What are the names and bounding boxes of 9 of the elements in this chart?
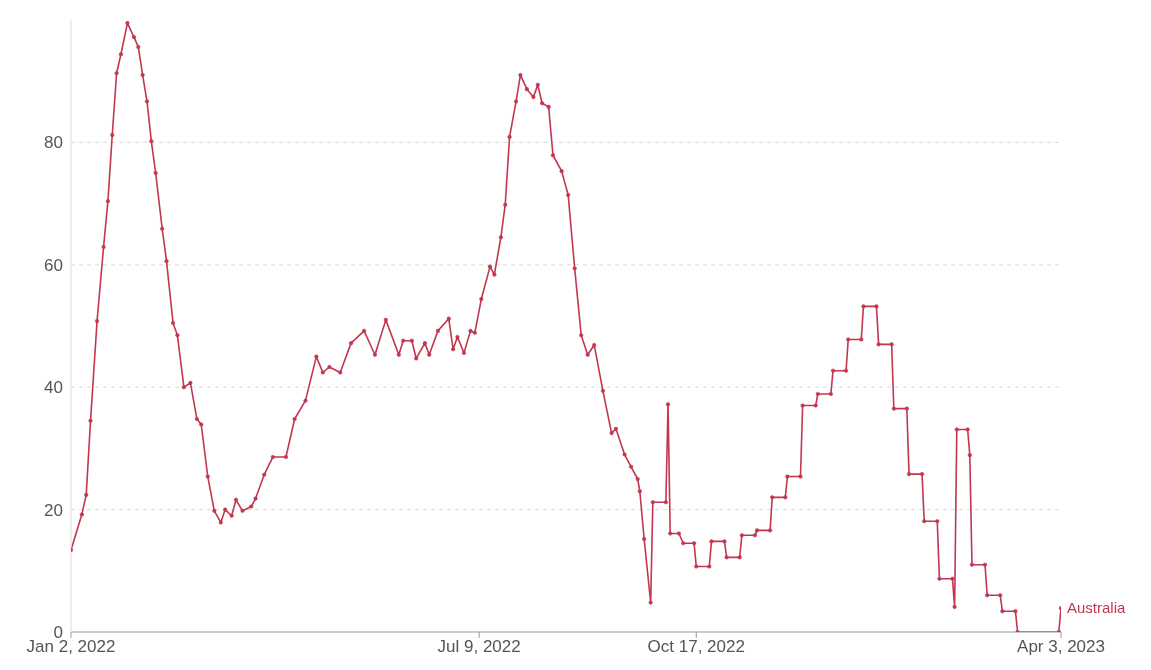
x-tick-label: Apr 3, 2023 [1017, 637, 1105, 657]
series-label: Australia [1067, 599, 1127, 617]
y-tick-label: 60 [44, 255, 63, 275]
x-tick-label: Jul 9, 2022 [437, 637, 521, 657]
y-tick-label: 20 [44, 500, 63, 520]
x-tick-label: Jan 2, 2022 [26, 637, 116, 657]
x-tick-label: Oct 17, 2022 [647, 637, 745, 657]
y-tick-label: 80 [44, 133, 63, 153]
y-tick-label: 40 [44, 378, 63, 398]
